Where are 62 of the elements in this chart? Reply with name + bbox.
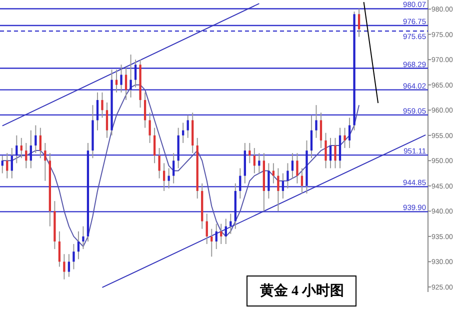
candlestick xyxy=(120,64,122,93)
annotation: 黄金 4 小时图 xyxy=(259,283,344,299)
candlestick xyxy=(268,162,270,200)
candlestick xyxy=(34,124,37,154)
candlestick xyxy=(20,137,22,159)
candlestick xyxy=(239,168,242,200)
candlestick xyxy=(101,92,104,118)
candlestick xyxy=(291,152,294,179)
candlestick xyxy=(210,228,213,258)
candlestick xyxy=(58,230,61,268)
candlestick xyxy=(324,132,327,169)
candlestick xyxy=(344,127,346,149)
candlestick xyxy=(134,59,137,88)
candlestick xyxy=(215,223,218,250)
candlestick xyxy=(30,130,32,169)
candlestick xyxy=(39,127,42,159)
candlestick xyxy=(96,92,99,131)
candlestick xyxy=(77,230,80,260)
candlestick xyxy=(320,112,322,149)
candlestick xyxy=(277,168,280,212)
candlestick xyxy=(358,8,360,38)
candlestick xyxy=(172,152,175,184)
candlestick xyxy=(310,114,313,159)
candlestick xyxy=(248,142,251,164)
candlestick xyxy=(106,102,108,138)
candlestick xyxy=(10,148,13,179)
candlestick xyxy=(153,127,156,164)
candlestick xyxy=(329,137,332,169)
candlestick xyxy=(206,213,208,245)
candlestick xyxy=(25,142,28,169)
candlestick xyxy=(63,254,66,280)
annotation: 黄金 4 小时图 xyxy=(246,276,356,306)
candlestick xyxy=(296,152,298,184)
candlestick xyxy=(220,223,222,245)
candlestick xyxy=(282,172,284,200)
candlestick xyxy=(258,152,260,174)
candlestick xyxy=(224,218,227,245)
candlestick xyxy=(130,54,132,98)
candlestick xyxy=(300,168,304,194)
candlestick xyxy=(272,162,275,184)
candlestick xyxy=(44,142,46,182)
candlestick xyxy=(230,213,232,234)
candlestick xyxy=(6,152,8,179)
candlestick xyxy=(348,117,351,149)
candlestick xyxy=(115,69,118,93)
candlestick xyxy=(124,66,128,101)
candlestick xyxy=(158,148,160,179)
candlestick xyxy=(315,104,318,138)
candlestick xyxy=(16,134,18,164)
candlestick xyxy=(68,254,70,278)
candlestick xyxy=(168,168,170,189)
candlestick xyxy=(1,155,4,174)
candlestick xyxy=(82,226,84,250)
candlestick xyxy=(186,114,189,138)
candlestick xyxy=(144,92,146,128)
candlestick xyxy=(286,162,289,189)
candlestick xyxy=(162,162,166,192)
candlestick xyxy=(253,148,256,174)
candlestick xyxy=(182,122,184,144)
candlestick xyxy=(334,137,336,169)
candlestick xyxy=(148,112,151,144)
candlestick xyxy=(72,244,75,270)
